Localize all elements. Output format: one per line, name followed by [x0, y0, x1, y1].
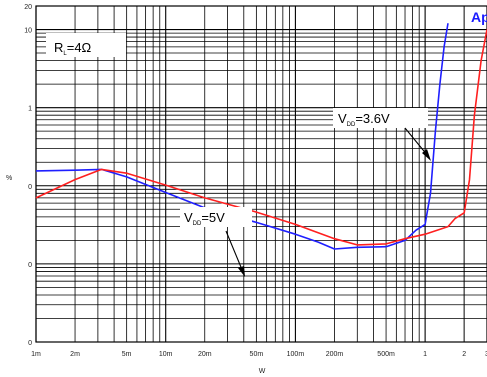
x-tick-label-9: 1	[423, 351, 427, 358]
x-tick-label-8: 500m	[377, 351, 395, 358]
vdd36-label-box	[333, 108, 428, 128]
vdd5-annotation: VDD=5V	[184, 210, 225, 227]
y-tick-label-3: 1	[28, 106, 32, 113]
x-tick-label-7: 200m	[326, 351, 344, 358]
x-tick-label-0: 1m	[31, 351, 41, 358]
vdd36-arrow-head	[422, 149, 431, 161]
annotation-layer: RL=4Ω VDD=3.6V VDD=5V	[46, 33, 431, 277]
x-tick-label-4: 20m	[198, 351, 212, 358]
y-axis-label: %	[6, 175, 12, 182]
y-tick-label-0: 0	[28, 340, 32, 347]
y-tick-label-4: 10	[24, 28, 32, 35]
x-tick-label-2: 5m	[122, 351, 132, 358]
x-tick-label-3: 10m	[159, 351, 173, 358]
series-line-1	[35, 29, 487, 246]
x-tick-label-1: 2m	[70, 351, 80, 358]
vdd5-label-box	[180, 207, 252, 227]
x-axis-label: W	[259, 368, 266, 375]
x-tick-label-6: 100m	[287, 351, 305, 358]
tick-labels: 1m 2m 5m 10m 20m 50m 100m 200m 500m 1 2 3 0 0 0 1 10 20	[24, 4, 487, 358]
rl-label-box	[46, 33, 126, 57]
vdd5-arrow-head	[238, 266, 245, 277]
grid	[35, 5, 487, 343]
y-tick-label-5: 20	[24, 4, 32, 11]
rl-annotation: RL=4Ω	[54, 40, 92, 57]
y-tick-label-2: 0	[28, 184, 32, 191]
plot-frame	[35, 5, 487, 343]
x-tick-label-11: 3	[485, 351, 487, 358]
y-tick-label-1: 0	[28, 262, 32, 269]
brand-logo-text: Ap	[471, 9, 487, 25]
x-tick-label-10: 2	[462, 351, 466, 358]
series-line-0	[35, 23, 449, 250]
series-layer	[35, 23, 487, 250]
x-tick-label-5: 50m	[250, 351, 264, 358]
vdd36-annotation: VDD=3.6V	[338, 111, 390, 128]
vdd5-arrow-line	[225, 230, 244, 273]
